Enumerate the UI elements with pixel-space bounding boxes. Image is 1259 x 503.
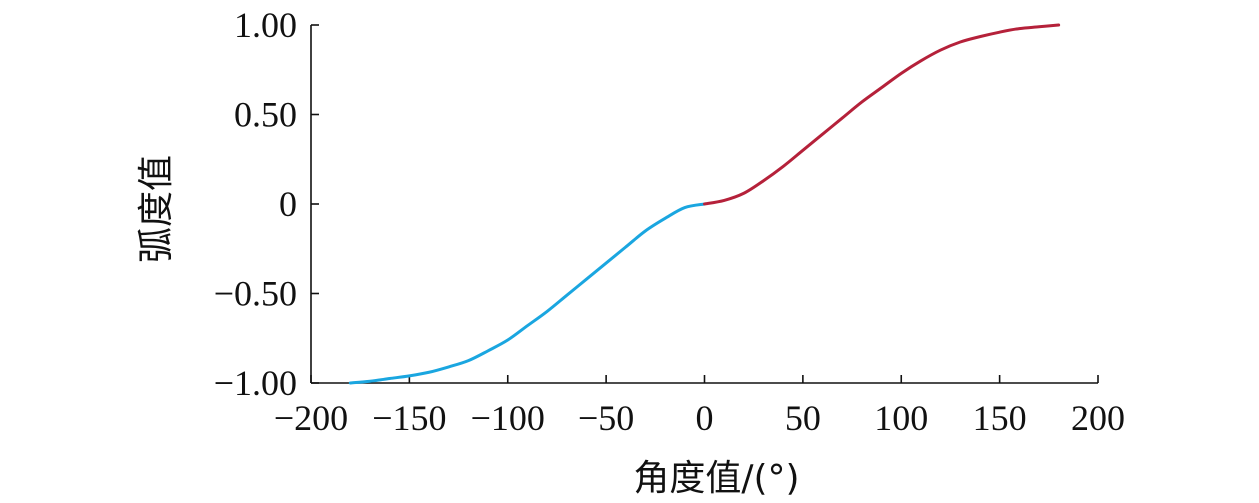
y-axis-title: 弧度值 bbox=[136, 155, 177, 263]
series-line-1 bbox=[348, 202, 706, 385]
x-axis-title: 角度值/(°) bbox=[633, 458, 799, 499]
x-tick-label: 100 bbox=[874, 398, 928, 438]
x-axis-ticks: −200 −150 −100 −50 0 50 100 150 200 bbox=[274, 375, 1125, 438]
x-tick-label: −150 bbox=[372, 398, 446, 438]
series-line-2 bbox=[703, 23, 1061, 206]
series-group bbox=[348, 23, 1061, 385]
x-tick-label: 200 bbox=[1071, 398, 1125, 438]
y-axis-ticks: −1.00 −0.50 0 0.50 1.00 bbox=[214, 5, 319, 403]
y-tick-label: −1.00 bbox=[214, 363, 297, 403]
x-tick-label: 0 bbox=[696, 398, 714, 438]
y-tick-label: −0.50 bbox=[214, 274, 297, 314]
y-tick-label: 0 bbox=[279, 184, 297, 224]
x-tick-label: −200 bbox=[274, 398, 348, 438]
x-tick-label: 150 bbox=[973, 398, 1027, 438]
y-tick-label: 0.50 bbox=[234, 95, 297, 135]
x-tick-label: −100 bbox=[471, 398, 545, 438]
y-tick-label: 1.00 bbox=[234, 5, 297, 45]
x-tick-label: −50 bbox=[578, 398, 634, 438]
x-tick-label: 50 bbox=[785, 398, 821, 438]
